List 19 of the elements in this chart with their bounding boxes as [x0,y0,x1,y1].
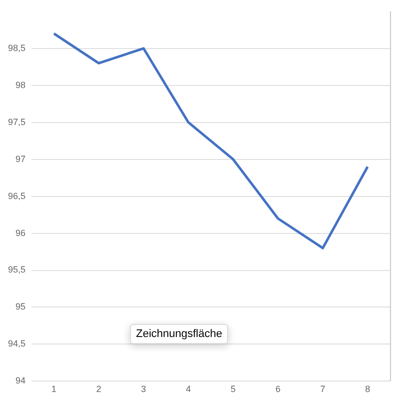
y-tick-label: 96 [16,228,26,238]
y-tick-label: 94,5 [8,338,26,349]
y-tick-label: 98 [16,80,26,90]
x-tick-label: 2 [96,384,102,394]
y-tick-label: 97,5 [8,116,26,127]
x-tick-label: 7 [320,384,326,394]
x-tick-label: 4 [186,384,191,394]
y-tick-label: 95,5 [8,264,26,275]
annotation: Zeichnungsfläche [130,324,228,344]
y-tick-label: 94 [16,376,26,386]
x-tick-label: 5 [230,384,236,394]
x-tick-label: 1 [51,384,56,394]
y-tick-label: 96,5 [8,190,26,201]
x-tick-label: 6 [275,384,280,394]
x-tick-label: 3 [141,384,146,394]
y-tick-label: 95 [16,302,26,312]
y-tick-label: 97 [16,154,26,164]
x-tick-label: 8 [365,384,370,394]
y-tick-label: 98,5 [8,42,26,53]
